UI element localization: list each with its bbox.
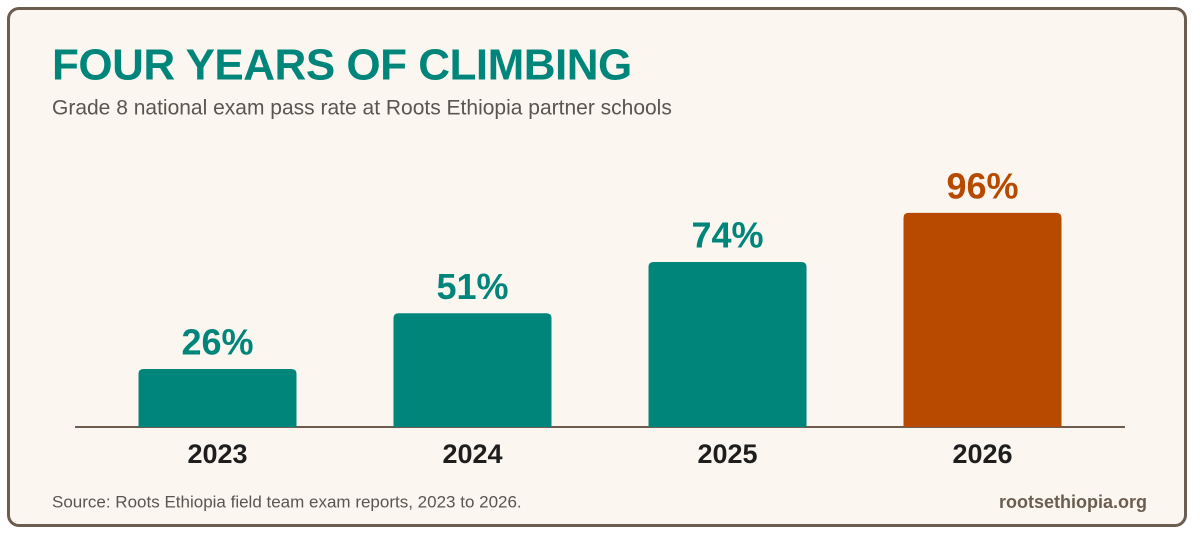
x-tick-label: 2025 <box>697 439 757 469</box>
bar <box>903 212 1062 427</box>
value-label: 26% <box>181 322 253 363</box>
chart-subtitle: Grade 8 national exam pass rate at Roots… <box>52 97 672 120</box>
x-tick-label: 2026 <box>952 439 1012 469</box>
x-tick-label: 2024 <box>442 439 502 469</box>
value-label: 74% <box>691 214 763 255</box>
bar <box>648 261 807 427</box>
bar <box>393 313 552 427</box>
chart-title: FOUR YEARS OF CLIMBING <box>52 41 632 90</box>
website: rootsethiopia.org <box>999 492 1147 512</box>
source-note: Source: Roots Ethiopia field team exam r… <box>52 492 522 511</box>
x-tick-label: 2023 <box>187 439 247 469</box>
value-label: 96% <box>946 165 1018 206</box>
value-label: 51% <box>436 266 508 307</box>
bar <box>138 369 297 427</box>
